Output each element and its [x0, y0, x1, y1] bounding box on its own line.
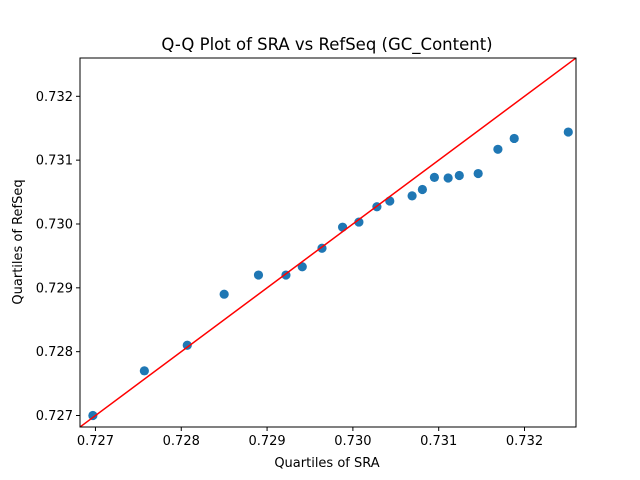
data-point [417, 184, 427, 195]
data-point [429, 172, 440, 182]
y-tick-label: 0.727 [36, 409, 73, 424]
data-point [139, 366, 149, 376]
x-tick-label: 0.730 [334, 434, 371, 449]
data-point [407, 191, 417, 201]
data-point [473, 168, 483, 179]
x-tick-label: 0.729 [248, 434, 285, 449]
chart-title: Q-Q Plot of SRA vs RefSeq (GC_Content) [161, 35, 492, 55]
data-point [385, 196, 395, 206]
data-point [297, 262, 307, 272]
data-point [219, 289, 229, 299]
x-tick-label: 0.727 [77, 434, 114, 449]
data-point [182, 340, 192, 350]
x-axis-label: Quartiles of SRA [274, 456, 379, 471]
data-point [337, 222, 348, 232]
y-tick-label: 0.728 [36, 345, 73, 360]
plot-frame [79, 57, 577, 428]
data-point [563, 127, 573, 137]
x-tick-label: 0.731 [420, 434, 457, 449]
x-tick-label: 0.732 [506, 434, 543, 449]
data-point [493, 144, 503, 154]
data-point [88, 410, 98, 421]
y-axis-ticks: 0.727 0.728 0.729 0.730 0.731 0.732 [36, 90, 80, 424]
data-point [354, 217, 364, 227]
reference-line [80, 58, 576, 427]
y-tick-label: 0.729 [36, 281, 73, 296]
data-point [509, 133, 519, 144]
y-tick-label: 0.730 [36, 217, 73, 232]
y-tick-label: 0.731 [36, 154, 73, 169]
y-tick-label: 0.732 [36, 90, 73, 105]
plot-area [80, 58, 576, 427]
data-point [443, 173, 453, 183]
data-point [454, 170, 464, 181]
x-axis-ticks: 0.727 0.728 0.729 0.730 0.731 0.732 [77, 427, 543, 449]
y-axis-label: Quartiles of RefSeq [11, 179, 26, 304]
x-tick-label: 0.728 [163, 434, 200, 449]
data-point [253, 270, 264, 280]
